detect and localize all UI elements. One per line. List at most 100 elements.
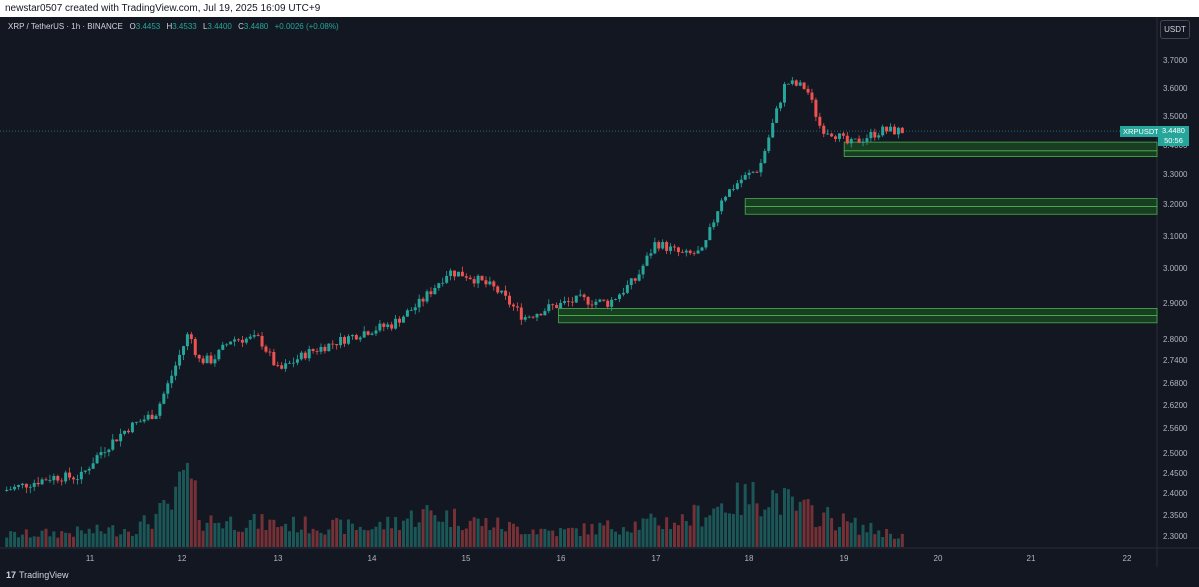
candle-body	[174, 365, 178, 376]
candlestick-chart[interactable]: 3.70003.60003.50003.40003.30003.20003.10…	[0, 17, 1199, 567]
volume-bar	[869, 522, 873, 547]
volume-bar	[464, 528, 468, 547]
volume-bar	[633, 521, 637, 547]
volume-bar	[696, 505, 700, 547]
volume-bar	[276, 527, 280, 547]
candle-body	[853, 138, 857, 140]
volume-bar	[60, 531, 64, 547]
candle-body	[20, 483, 24, 486]
candle-body	[818, 116, 822, 126]
candle-body	[52, 475, 56, 481]
candle-body	[610, 299, 614, 307]
candle-body	[445, 275, 449, 283]
volume-bar	[892, 538, 896, 547]
volume-bar	[480, 526, 484, 547]
volume-bar	[233, 530, 237, 547]
candle-body	[185, 334, 189, 347]
volume-bar	[134, 534, 138, 547]
high-value: 3.4533	[172, 22, 197, 31]
volume-bar	[130, 535, 134, 547]
last-price-badge: 3.4480 50:56	[1158, 126, 1189, 146]
price-tick-label: 2.5600	[1163, 424, 1188, 433]
volume-bar	[315, 530, 319, 547]
candle-body	[24, 483, 28, 488]
candle-body	[672, 246, 676, 248]
volume-bar	[209, 515, 213, 547]
volume-bar	[453, 508, 457, 547]
volume-bar	[688, 525, 692, 547]
candle-body	[299, 352, 303, 360]
candle-body	[527, 316, 531, 318]
volume-bar	[645, 518, 649, 547]
candle-body	[32, 482, 36, 487]
volume-bar	[103, 533, 107, 547]
volume-bar	[877, 530, 881, 547]
candle-body	[555, 305, 559, 309]
candle-body	[72, 477, 75, 480]
volume-bar	[806, 499, 810, 547]
candle-body	[633, 278, 637, 281]
candle-body	[56, 475, 60, 481]
volume-bar	[547, 530, 551, 547]
volume-bar	[75, 526, 79, 547]
candle-body	[390, 324, 394, 329]
volume-bar	[244, 527, 248, 547]
volume-bar	[189, 478, 193, 547]
volume-bar	[170, 509, 174, 547]
open-value: 3.4453	[135, 22, 161, 31]
volume-bar	[405, 518, 409, 547]
volume-bar	[225, 521, 229, 547]
candle-body	[861, 141, 865, 143]
volume-bar	[394, 516, 398, 547]
candle-body	[17, 485, 21, 487]
volume-bar	[181, 470, 185, 547]
volume-bar	[857, 534, 861, 547]
volume-bar	[284, 523, 288, 547]
candle-body	[83, 470, 87, 472]
volume-bar	[319, 532, 323, 547]
volume-bar	[421, 509, 425, 547]
price-tick-label: 3.6000	[1163, 84, 1188, 93]
volume-bar	[790, 496, 794, 547]
volume-bar	[515, 526, 519, 547]
candle-body	[233, 339, 237, 342]
candle-body	[865, 138, 869, 142]
volume-bar	[343, 534, 347, 547]
candle-body	[13, 486, 17, 490]
volume-bar	[386, 516, 390, 547]
volume-bar	[555, 536, 559, 547]
time-tick-label: 17	[652, 554, 661, 563]
price-tick-label: 3.0000	[1163, 264, 1188, 273]
candle-body	[354, 335, 358, 340]
last-price-value: 3.4480	[1162, 126, 1185, 135]
volume-bar	[704, 517, 708, 547]
volume-bar	[150, 528, 154, 547]
candle-body	[36, 482, 40, 485]
candle-body	[822, 125, 826, 134]
volume-bar	[539, 528, 543, 547]
candle-body	[519, 307, 523, 320]
candle-body	[896, 127, 900, 135]
volume-bar	[578, 536, 582, 547]
volume-bar	[107, 527, 111, 547]
header-bar: newstar0507 created with TradingView.com…	[0, 0, 1199, 17]
candle-body	[240, 339, 244, 343]
currency-button[interactable]: USDT	[1160, 20, 1190, 39]
candle-body	[786, 83, 790, 85]
volume-bar	[566, 528, 570, 547]
candle-body	[775, 108, 779, 123]
tradingview-logo[interactable]: 17 TradingView	[6, 570, 69, 580]
logo-text: TradingView	[19, 570, 69, 580]
candle-body	[189, 334, 193, 339]
candle-body	[130, 422, 134, 433]
candle-body	[181, 346, 185, 355]
price-tick-label: 3.3000	[1163, 170, 1188, 179]
volume-bar	[712, 508, 716, 547]
candle-body	[225, 344, 229, 346]
candle-body	[735, 183, 739, 189]
candle-body	[743, 174, 747, 180]
volume-bar	[5, 537, 9, 547]
volume-bar	[775, 493, 779, 547]
volume-bar	[602, 525, 606, 547]
candle-body	[170, 375, 174, 384]
